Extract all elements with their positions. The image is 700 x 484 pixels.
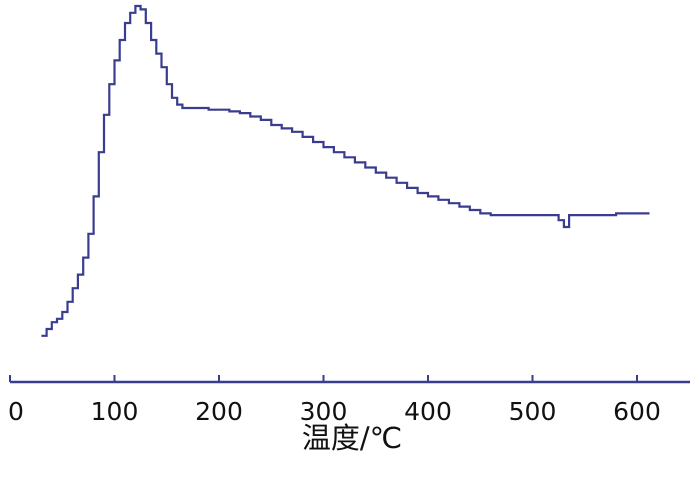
x-axis: 0 100 200 300 400 500 600 <box>8 375 690 426</box>
series-line <box>41 4 650 337</box>
x-tick-label: 600 <box>613 397 661 426</box>
x-tick-label: 500 <box>509 397 557 426</box>
x-tick-label: 0 <box>8 397 24 426</box>
x-tick-label: 100 <box>91 397 139 426</box>
plot-area <box>41 4 650 337</box>
x-tick-label: 400 <box>404 397 452 426</box>
x-tick-label: 200 <box>195 397 243 426</box>
x-tick-label: 300 <box>300 397 348 426</box>
x-axis-title: 温度/℃ <box>302 421 402 455</box>
